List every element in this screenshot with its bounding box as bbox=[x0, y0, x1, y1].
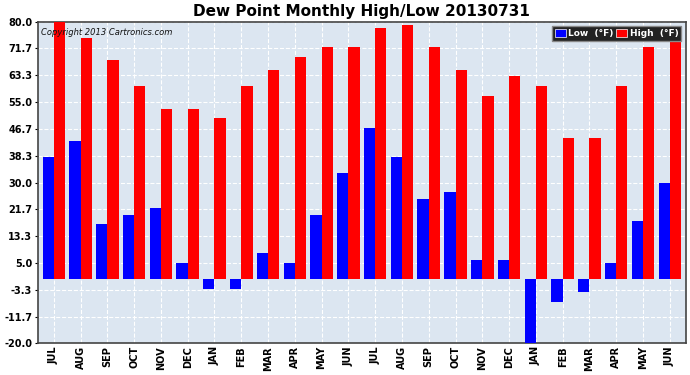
Bar bbox=[632, 221, 643, 279]
Bar bbox=[69, 141, 81, 279]
Bar bbox=[134, 86, 146, 279]
Bar bbox=[482, 96, 493, 279]
Bar bbox=[348, 48, 359, 279]
Text: Copyright 2013 Cartronics.com: Copyright 2013 Cartronics.com bbox=[41, 28, 172, 37]
Bar bbox=[551, 279, 562, 302]
Bar bbox=[444, 192, 455, 279]
Bar bbox=[391, 157, 402, 279]
Bar bbox=[177, 263, 188, 279]
Bar bbox=[497, 260, 509, 279]
Bar bbox=[188, 109, 199, 279]
Bar bbox=[455, 70, 466, 279]
Bar bbox=[616, 86, 627, 279]
Bar bbox=[562, 138, 574, 279]
Bar bbox=[123, 215, 134, 279]
Bar bbox=[230, 279, 241, 289]
Bar bbox=[215, 118, 226, 279]
Bar bbox=[375, 28, 386, 279]
Bar bbox=[284, 263, 295, 279]
Bar bbox=[257, 254, 268, 279]
Bar bbox=[364, 128, 375, 279]
Bar bbox=[589, 138, 601, 279]
Bar bbox=[578, 279, 589, 292]
Bar bbox=[658, 183, 670, 279]
Bar bbox=[670, 38, 681, 279]
Bar bbox=[524, 279, 536, 344]
Bar bbox=[509, 76, 520, 279]
Bar bbox=[268, 70, 279, 279]
Bar bbox=[536, 86, 547, 279]
Legend: Low  (°F), High  (°F): Low (°F), High (°F) bbox=[552, 26, 681, 40]
Bar bbox=[241, 86, 253, 279]
Bar bbox=[161, 109, 172, 279]
Bar bbox=[310, 215, 322, 279]
Bar bbox=[204, 279, 215, 289]
Bar bbox=[43, 157, 54, 279]
Bar bbox=[81, 38, 92, 279]
Bar bbox=[337, 173, 348, 279]
Bar bbox=[150, 209, 161, 279]
Bar bbox=[417, 199, 428, 279]
Bar bbox=[96, 224, 108, 279]
Bar bbox=[605, 263, 616, 279]
Bar bbox=[54, 22, 65, 279]
Bar bbox=[643, 48, 654, 279]
Bar bbox=[108, 60, 119, 279]
Bar bbox=[471, 260, 482, 279]
Title: Dew Point Monthly High/Low 20130731: Dew Point Monthly High/Low 20130731 bbox=[193, 4, 530, 19]
Bar bbox=[402, 25, 413, 279]
Bar bbox=[295, 57, 306, 279]
Bar bbox=[322, 48, 333, 279]
Bar bbox=[428, 48, 440, 279]
